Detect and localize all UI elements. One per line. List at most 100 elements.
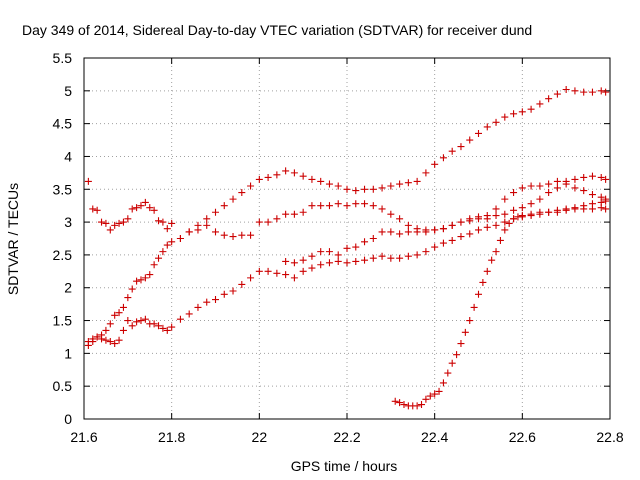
data-point xyxy=(102,219,110,227)
data-point xyxy=(527,105,535,113)
data-point xyxy=(264,267,272,275)
data-point xyxy=(510,110,518,118)
data-point xyxy=(418,401,426,409)
data-point xyxy=(133,277,141,285)
data-point xyxy=(457,340,465,348)
data-point xyxy=(483,267,491,275)
data-point xyxy=(431,390,439,398)
y-tick-label: 4.5 xyxy=(53,116,73,132)
data-point xyxy=(124,317,132,325)
data-point xyxy=(597,87,605,95)
data-point xyxy=(212,228,219,236)
data-point xyxy=(501,218,509,226)
data-point xyxy=(89,338,97,346)
data-point xyxy=(185,310,193,318)
data-point xyxy=(124,294,132,302)
data-point xyxy=(352,257,360,265)
data-point xyxy=(141,315,149,323)
data-point xyxy=(255,218,263,226)
data-point xyxy=(343,202,351,210)
data-point xyxy=(536,100,544,108)
data-point xyxy=(334,257,342,265)
data-point xyxy=(404,179,412,187)
data-point xyxy=(580,173,588,181)
data-point xyxy=(137,202,145,210)
data-point xyxy=(343,259,351,267)
data-point xyxy=(220,202,228,210)
data-point xyxy=(431,160,439,168)
data-point xyxy=(317,261,325,269)
data-point xyxy=(527,182,535,190)
data-point xyxy=(159,324,167,332)
x-tick-label: 22 xyxy=(252,429,268,445)
data-point xyxy=(466,136,474,144)
data-point xyxy=(168,323,176,331)
data-point xyxy=(400,401,408,409)
data-point xyxy=(247,231,255,239)
data-point xyxy=(562,205,570,213)
data-point xyxy=(93,333,101,341)
data-point xyxy=(479,278,487,286)
data-point xyxy=(602,88,610,96)
x-axis-label: GPS time / hours xyxy=(291,458,398,474)
data-point xyxy=(466,217,474,225)
data-point xyxy=(580,88,588,96)
data-point xyxy=(308,175,316,183)
data-point xyxy=(439,379,447,387)
data-point xyxy=(431,243,439,251)
data-point xyxy=(475,129,482,137)
axis-ticks: 21.6 21.8 22 22.2 22.4 22.6 22.8 0 0.5 1 1.5 2 2.5 3 3… xyxy=(53,50,624,445)
data-point xyxy=(387,228,395,236)
data-point xyxy=(111,311,119,319)
y-tick-label: 0 xyxy=(64,411,72,427)
data-point xyxy=(588,191,596,199)
data-point xyxy=(545,208,553,216)
y-tick-label: 5.5 xyxy=(53,50,73,66)
data-point xyxy=(597,173,605,181)
data-point xyxy=(119,218,127,226)
data-point xyxy=(255,267,263,275)
data-point xyxy=(106,226,114,234)
data-point xyxy=(299,208,307,216)
data-point xyxy=(571,175,579,183)
data-point xyxy=(562,180,570,188)
data-point xyxy=(527,200,535,208)
data-point xyxy=(115,219,123,227)
data-point xyxy=(431,226,439,234)
data-point xyxy=(352,187,360,195)
data-point xyxy=(282,271,290,279)
data-point xyxy=(290,259,298,267)
data-point xyxy=(361,200,369,208)
data-point xyxy=(483,123,491,131)
data-point xyxy=(308,264,316,272)
data-point xyxy=(369,202,377,210)
y-tick-label: 3.5 xyxy=(53,181,73,197)
data-point xyxy=(155,322,163,330)
data-point xyxy=(597,198,605,206)
data-point xyxy=(510,206,518,214)
data-point xyxy=(176,315,184,323)
data-point xyxy=(141,198,149,206)
data-point xyxy=(282,257,290,265)
y-tick-label: 2.5 xyxy=(53,247,73,263)
data-point xyxy=(396,215,404,223)
plot-frame xyxy=(83,57,611,420)
data-point xyxy=(518,204,526,212)
x-tick-label: 22.6 xyxy=(509,429,536,445)
data-point xyxy=(536,195,544,203)
data-point xyxy=(518,184,526,192)
data-point xyxy=(308,252,316,260)
y-tick-label: 1 xyxy=(64,345,72,361)
data-point xyxy=(247,274,255,282)
y-tick-label: 2 xyxy=(64,280,72,296)
data-point xyxy=(553,90,561,98)
y-tick-label: 0.5 xyxy=(53,378,73,394)
data-point xyxy=(457,143,465,151)
data-point xyxy=(119,326,127,334)
data-point xyxy=(203,221,211,229)
data-point xyxy=(273,171,281,179)
data-point xyxy=(290,210,298,218)
data-point xyxy=(102,326,110,334)
data-point xyxy=(299,172,307,180)
data-point xyxy=(308,202,316,210)
